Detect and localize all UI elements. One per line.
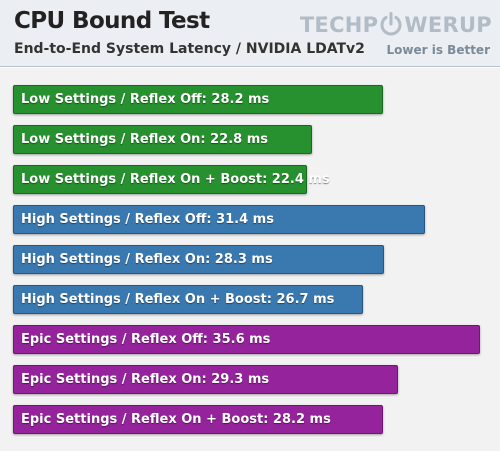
bar-chart: Low Settings / Reflex Off: 28.2 ms Low Se…: [0, 67, 500, 451]
bar-low-1: [13, 85, 383, 114]
bar-label: Epic Settings / Reflex Off: 35.6 ms: [21, 332, 271, 347]
bar-epic-3: [13, 405, 383, 434]
logo-text-left: TECHP: [299, 13, 379, 37]
bar-label: Low Settings / Reflex On: 22.8 ms: [21, 132, 269, 147]
bar-high-1: [13, 205, 425, 234]
bar-high-3: [13, 285, 363, 314]
bar-label: Epic Settings / Reflex On: 29.3 ms: [21, 372, 270, 387]
chart-title: CPU Bound Test: [14, 8, 210, 34]
logo-text-right: WERUP: [404, 13, 492, 37]
lower-is-better-note: Lower is Better: [386, 43, 490, 57]
bar-label: High Settings / Reflex On: 28.3 ms: [21, 252, 273, 267]
bar-label: High Settings / Reflex Off: 31.4 ms: [21, 212, 274, 227]
bar-epic-2: [13, 365, 398, 394]
bar-label: High Settings / Reflex On + Boost: 26.7 …: [21, 292, 335, 307]
bar-label: Epic Settings / Reflex On + Boost: 28.2 …: [21, 412, 331, 427]
power-icon: [380, 12, 402, 36]
bar-high-2: [13, 245, 384, 274]
bar-epic-1: [13, 325, 480, 354]
chart-subtitle: End-to-End System Latency / NVIDIA LDATv…: [14, 41, 365, 57]
bar-low-2: [13, 125, 312, 154]
bar-low-3: [13, 165, 307, 194]
chart-header: CPU Bound Test End-to-End System Latency…: [0, 0, 500, 67]
bar-label: Low Settings / Reflex Off: 28.2 ms: [21, 92, 270, 107]
techpowerup-logo: TECHP WERUP: [300, 8, 492, 42]
bar-label: Low Settings / Reflex On + Boost: 22.4 m…: [21, 172, 330, 187]
